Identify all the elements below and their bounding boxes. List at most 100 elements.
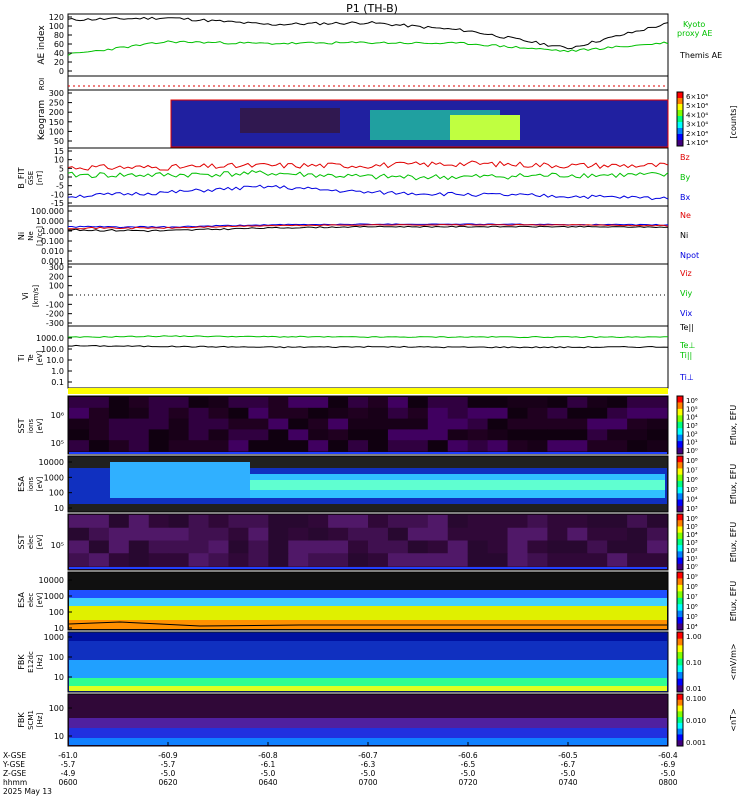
v-ticks-0: 300 bbox=[49, 263, 64, 272]
sst-i-blocks-cell bbox=[348, 440, 369, 452]
sst-e-blocks-cell bbox=[627, 515, 648, 529]
esa-elec-band-cyan bbox=[69, 598, 667, 608]
keo-ticks-3: 150 bbox=[49, 118, 64, 127]
bfield-frame bbox=[67, 147, 669, 207]
velocity-label-1: Vi bbox=[21, 292, 30, 300]
esa-ions-cb-swatch-0 bbox=[677, 456, 683, 463]
temperature-label-3: [eV] bbox=[36, 350, 44, 365]
sst-e-blocks-cell bbox=[487, 553, 509, 567]
sst-e-blocks-cell bbox=[647, 553, 668, 567]
sst-i-blocks-cell bbox=[148, 418, 170, 430]
sst-elec-cb-swatch-3 bbox=[677, 532, 683, 540]
sst-ions-cb-label-3: 10³ bbox=[686, 422, 698, 430]
sst-i-blocks-cell bbox=[607, 440, 628, 452]
esa-elec-cb-swatch-7 bbox=[677, 617, 683, 625]
sst-i-blocks-cell bbox=[168, 418, 190, 430]
sst-e-blocks-cell bbox=[507, 540, 528, 554]
keo-ticks-2: 200 bbox=[49, 108, 64, 117]
esa-ions-cb-swatch-5 bbox=[677, 487, 683, 494]
esa-elec-cb: 10⁹ 10⁸ 10⁷ 10⁶ 10⁵ 10⁴ Eflux, EFU bbox=[676, 571, 738, 631]
sst-e-blocks-cell bbox=[447, 527, 469, 541]
sst-e-blocks-cell bbox=[88, 527, 110, 541]
fbk-b-ticks-1: 10 bbox=[54, 732, 64, 741]
sst-e-blocks-cell bbox=[387, 515, 409, 529]
esa-elec-cb-label-3: 10⁶ bbox=[686, 603, 698, 611]
sst-elec-label-1: SST bbox=[17, 534, 26, 549]
sst-e-blocks-cell bbox=[168, 515, 190, 529]
sst-i-blocks-cell bbox=[308, 429, 329, 441]
sst-e-blocks-cell bbox=[348, 527, 369, 541]
velocity-legend-viy: Viy bbox=[680, 289, 693, 298]
sst-i-blocks-cell bbox=[128, 429, 150, 441]
sst-i-blocks-cell bbox=[188, 407, 210, 420]
sst-i-blocks-cell bbox=[447, 407, 469, 420]
sst-e-blocks-cell bbox=[547, 527, 568, 541]
sst-i-blocks-cell bbox=[407, 418, 429, 430]
xaxis-value-0-3: 0600 bbox=[58, 778, 77, 787]
density-panel: Ni Ne [1/cc] 100.00010.0001.0000.1000.01… bbox=[17, 205, 699, 266]
density-legend-ne: Ne bbox=[680, 211, 691, 220]
bfield-legend-bx: Bx bbox=[680, 193, 690, 202]
sst-e-blocks-cell bbox=[547, 515, 568, 529]
sst-ions-label-3: [eV] bbox=[36, 418, 44, 433]
ae-label: AE index bbox=[37, 25, 47, 65]
t-ticks-2: 10.0 bbox=[46, 356, 64, 365]
sst-i-blocks-cell bbox=[268, 440, 289, 452]
sst-i-blocks-cell bbox=[188, 429, 210, 441]
sst-i-blocks-cell bbox=[168, 440, 190, 452]
sst-elec-tick-1: 10⁵ bbox=[51, 541, 64, 550]
esa-elec-cb-swatch-4 bbox=[677, 597, 683, 605]
sst-e-blocks-cell bbox=[328, 540, 349, 554]
fbk-e-band-yellow bbox=[69, 686, 667, 691]
sst-i-blocks-cell bbox=[587, 429, 608, 441]
sst-e-blocks-cell bbox=[108, 553, 130, 567]
sst-i-blocks-cell bbox=[387, 418, 409, 430]
sst-e-blocks-cell bbox=[248, 527, 269, 541]
sst-i-blocks-cell bbox=[487, 407, 509, 420]
sst-i-blocks-cell bbox=[427, 429, 449, 441]
fbk-e-panel: FBK E12dc [Hz] 1000 100 10 bbox=[17, 631, 669, 693]
esa-elec-cb-outline bbox=[676, 571, 684, 631]
sst-e-blocks-cell bbox=[567, 553, 588, 567]
esa-ions-cb-swatch-4 bbox=[677, 480, 683, 488]
sst-i-blocks-cell bbox=[308, 418, 329, 430]
b-ticks-6: -15 bbox=[51, 199, 64, 208]
sst-e-blocks-cell bbox=[268, 515, 289, 529]
sst-i-blocks-cell bbox=[88, 407, 110, 420]
fbk-b-cb-swatch-4 bbox=[677, 717, 683, 724]
sst-i-blocks-cell bbox=[108, 429, 130, 441]
esa-ions-cb-outline bbox=[676, 455, 684, 513]
sst-e-blocks-cell bbox=[447, 515, 469, 529]
keo-ticks-0: 300 bbox=[49, 89, 64, 98]
keogram-cb-swatch-0 bbox=[677, 92, 683, 99]
sst-ions-cb-swatch-0 bbox=[677, 396, 683, 403]
sst-elec-cb-label-1: 10⁵ bbox=[686, 523, 698, 531]
sst-e-blocks-cell bbox=[627, 527, 648, 541]
esa-elec-cb-unit: Eflux, EFU bbox=[729, 581, 738, 622]
ni-line bbox=[67, 225, 669, 233]
keogram-cb-swatch-6 bbox=[677, 128, 683, 135]
keogram-cb-swatch-4 bbox=[677, 116, 683, 123]
sst-e-blocks-cell bbox=[188, 540, 210, 554]
sst-i-blocks-cell bbox=[128, 418, 150, 430]
esa-elec-cb-swatch-0 bbox=[677, 572, 683, 579]
xaxis-value-1-1: -5.7 bbox=[161, 760, 176, 769]
sst-i-blocks-cell bbox=[487, 418, 509, 430]
sst-ions-tick-1: 10⁶ bbox=[51, 411, 64, 420]
sst-i-blocks-cell bbox=[328, 397, 349, 409]
sst-e-blocks-cell bbox=[567, 540, 588, 554]
bfield-label-1: B_FIT bbox=[17, 167, 26, 188]
esa-ions-cb-swatch-2 bbox=[677, 468, 683, 476]
sst-ions-cb-swatch-2 bbox=[677, 408, 683, 416]
sst-elec-cb-swatch-8 bbox=[677, 563, 683, 571]
fbk-e-cb-swatch-4 bbox=[677, 658, 683, 666]
sst-i-blocks-cell bbox=[467, 407, 489, 420]
sst-e-blocks-cell bbox=[308, 553, 329, 567]
fbk-b-cb-unit: <nT> bbox=[729, 708, 738, 731]
sst-i-blocks-cell bbox=[368, 397, 389, 409]
temperature-tick-labels: 1000.0 100.0 10.0 1.0 0.1 bbox=[36, 334, 72, 387]
sst-e-blocks-cell bbox=[527, 540, 548, 554]
velocity-legend-vix: Vix bbox=[680, 309, 693, 318]
